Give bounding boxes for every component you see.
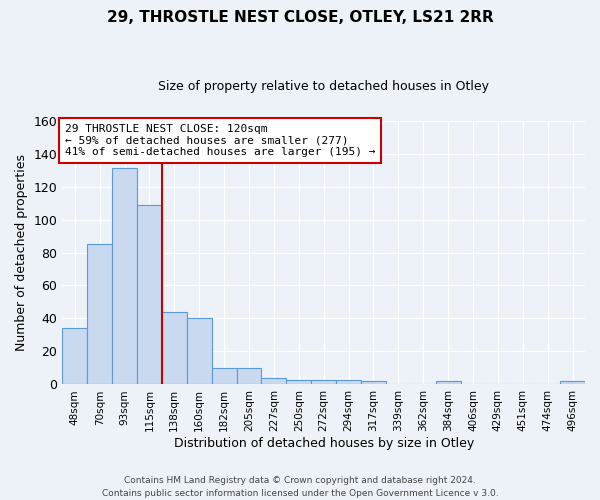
Bar [87,244,112,384]
Bar [187,318,212,384]
Bar [112,168,137,384]
Bar [212,368,236,384]
Text: 29 THROSTLE NEST CLOSE: 120sqm
← 59% of detached houses are smaller (277)
41% of: 29 THROSTLE NEST CLOSE: 120sqm ← 59% of … [65,124,375,157]
Bar [137,204,162,384]
Bar [236,368,262,384]
Title: Size of property relative to detached houses in Otley: Size of property relative to detached ho… [158,80,489,93]
Y-axis label: Number of detached properties: Number of detached properties [15,154,28,351]
Bar [336,380,361,384]
Text: 29, THROSTLE NEST CLOSE, OTLEY, LS21 2RR: 29, THROSTLE NEST CLOSE, OTLEY, LS21 2RR [107,10,493,25]
Bar [361,381,386,384]
Bar [162,312,187,384]
Bar [286,380,311,384]
Bar [262,378,286,384]
Bar [62,328,87,384]
Bar [560,381,585,384]
Text: Contains HM Land Registry data © Crown copyright and database right 2024.
Contai: Contains HM Land Registry data © Crown c… [101,476,499,498]
Bar [311,380,336,384]
Bar [436,381,461,384]
X-axis label: Distribution of detached houses by size in Otley: Distribution of detached houses by size … [173,437,474,450]
